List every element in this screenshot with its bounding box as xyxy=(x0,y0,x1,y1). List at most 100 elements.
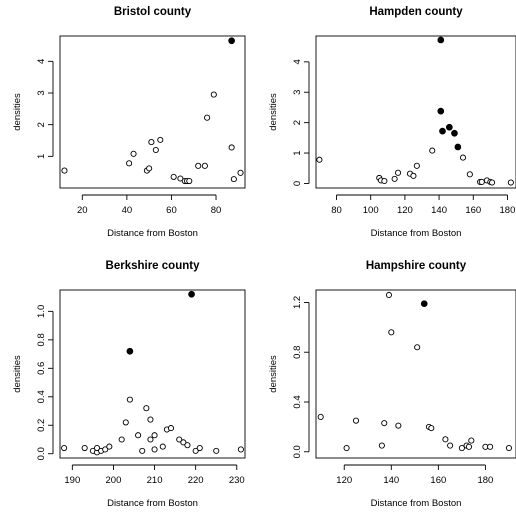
data-point-open xyxy=(413,162,420,169)
x-tick-label: 120 xyxy=(336,475,352,486)
data-point-filled xyxy=(228,37,235,45)
data-point-open xyxy=(143,405,150,412)
x-tick-label: 160 xyxy=(430,475,446,486)
y-tick-label: 0.2 xyxy=(36,419,47,432)
y-tick-label: 0.4 xyxy=(292,395,303,408)
panel-4: Hampshire county 120 140 160 180 0.0 0.4 0.8 1.2… xyxy=(268,260,516,509)
data-point-open xyxy=(505,444,512,452)
data-point-open xyxy=(186,177,193,185)
data-point-open xyxy=(213,447,220,454)
y-axis-label: densities xyxy=(12,93,23,131)
data-point-filled xyxy=(437,107,445,115)
x-tick-label: 140 xyxy=(383,475,399,486)
data-point-open xyxy=(195,162,202,169)
y-tick-label: 0.8 xyxy=(36,333,47,346)
data-point-open xyxy=(196,444,203,452)
data-point-open xyxy=(148,139,155,146)
data-point-open xyxy=(230,176,237,183)
x-tick-label: 140 xyxy=(431,205,447,216)
data-point-open xyxy=(147,416,154,423)
data-point-filled xyxy=(437,36,445,44)
data-point-open xyxy=(177,175,184,182)
data-point-open xyxy=(176,436,183,443)
chart-title: Berkshire county xyxy=(106,260,201,272)
data-point-filled xyxy=(126,347,134,355)
data-point-open xyxy=(146,165,153,172)
data-point-open xyxy=(352,417,360,424)
data-point-open xyxy=(468,437,475,444)
y-tick-label: 1 xyxy=(292,150,303,155)
data-point-open xyxy=(442,436,449,443)
x-axis-label: Distance from Boston xyxy=(107,228,198,239)
data-point-open xyxy=(378,442,385,449)
x-tick-label: 210 xyxy=(147,475,163,486)
x-tick-label: 20 xyxy=(77,205,88,216)
data-point-open xyxy=(343,444,350,452)
plot-frame xyxy=(59,289,246,459)
data-point-open xyxy=(466,171,473,178)
x-tick-label: 230 xyxy=(229,475,245,486)
data-point-open xyxy=(507,179,514,186)
data-point-open xyxy=(151,432,158,439)
x-tick-label: 80 xyxy=(331,205,342,216)
panel-2: Hampden county 80 100 120 140 160 180 0 1 2 3 4 Dist… xyxy=(268,6,516,239)
data-point-open xyxy=(135,432,142,439)
y-tick-label: 2 xyxy=(36,122,47,127)
y-tick-label: 1.0 xyxy=(36,305,47,318)
data-point-filled xyxy=(445,123,453,131)
data-point-open xyxy=(395,422,402,429)
chart-title: Hampshire county xyxy=(366,260,467,272)
data-point-open xyxy=(487,443,494,450)
y-tick-label: 3 xyxy=(292,90,303,95)
x-tick-label: 220 xyxy=(188,475,204,486)
plot-frame xyxy=(59,35,246,189)
x-tick-label: 180 xyxy=(500,205,516,216)
data-point-open xyxy=(210,91,217,98)
data-point-open xyxy=(381,420,388,427)
y-tick-label: 0.0 xyxy=(36,447,47,460)
x-tick-label: 190 xyxy=(64,475,80,486)
y-tick-label: 2 xyxy=(292,120,303,125)
data-point-open xyxy=(414,344,421,351)
y-tick-label: 1 xyxy=(36,154,47,159)
data-point-open xyxy=(478,178,485,185)
data-point-open xyxy=(126,160,133,167)
data-point-open xyxy=(126,396,133,403)
data-point-open xyxy=(184,442,191,449)
data-point-open xyxy=(237,446,244,453)
data-point-open xyxy=(152,146,159,154)
data-point-open xyxy=(201,162,208,169)
data-point-open xyxy=(170,173,177,180)
data-point-open xyxy=(147,436,154,443)
data-point-open xyxy=(81,444,88,452)
y-tick-label: 1.2 xyxy=(292,296,303,309)
data-point-open xyxy=(391,175,398,182)
x-tick-label: 60 xyxy=(166,205,177,216)
data-point-open xyxy=(228,144,235,151)
data-point-open xyxy=(316,156,323,163)
data-point-open xyxy=(410,172,417,179)
data-point-open xyxy=(159,443,166,450)
data-point-filled xyxy=(420,300,428,308)
x-axis-label: Distance from Boston xyxy=(107,498,198,509)
data-point-open xyxy=(429,147,436,154)
y-axis-label: densities xyxy=(268,93,279,131)
data-point-open xyxy=(61,444,68,452)
data-point-open xyxy=(237,169,244,176)
data-point-open xyxy=(106,443,113,450)
y-tick-label: 0.8 xyxy=(292,346,303,359)
data-point-open xyxy=(130,150,137,157)
y-axis-label: densities xyxy=(12,355,23,393)
y-tick-label: 3 xyxy=(36,90,47,95)
plot-frame xyxy=(315,289,516,459)
data-point-open xyxy=(458,444,465,452)
data-point-open xyxy=(102,446,109,453)
x-tick-label: 160 xyxy=(465,205,481,216)
data-point-open xyxy=(118,436,125,443)
y-tick-label: 4 xyxy=(292,59,303,64)
data-point-open xyxy=(139,447,146,454)
chart-title: Bristol county xyxy=(114,6,192,18)
y-axis-label: densities xyxy=(268,355,279,393)
y-tick-label: 0.4 xyxy=(36,390,47,403)
